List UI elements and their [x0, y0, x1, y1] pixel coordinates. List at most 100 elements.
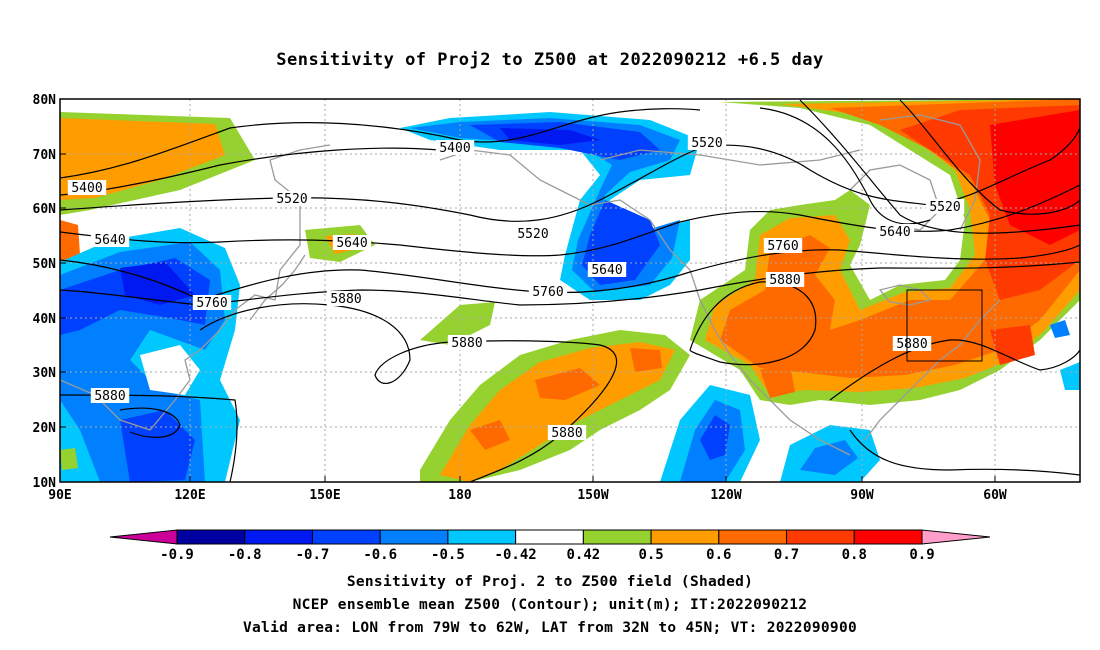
- lat-tick-label: 60N: [33, 202, 57, 217]
- shade-sw-green: [60, 448, 78, 470]
- coast-arctic: [599, 149, 861, 166]
- contour-label: 5520: [691, 136, 722, 151]
- contour-label: 5760: [532, 285, 563, 300]
- contour-label: 5520: [929, 200, 960, 215]
- footer-caption-line2: NCEP ensemble mean Z500 (Contour); unit(…: [292, 597, 808, 613]
- colorbar-segment: [650, 529, 720, 545]
- lon-tick-label: 150E: [309, 488, 340, 503]
- contour-5400-a: [60, 108, 701, 179]
- colorbar-tick-label: -0.5: [431, 547, 465, 563]
- contour-label-bg: [435, 140, 475, 155]
- shade-w-blue3: [120, 262, 195, 305]
- lat-tick-label: 20N: [33, 421, 57, 436]
- contour-5640-a: [60, 184, 1080, 257]
- shaded-sensitivity: [60, 99, 1080, 482]
- shade-w-white: [140, 345, 200, 395]
- colorbar-tick-label: 0.6: [706, 547, 731, 563]
- longitude-axis: 90E 120E 150E 180 150W 120W 90W 60W: [48, 476, 1007, 503]
- lat-tick-label: 80N: [33, 93, 57, 108]
- shade-np-blue3: [500, 128, 600, 145]
- contour-label-bg: [528, 284, 568, 299]
- shade-green-180: [420, 302, 495, 345]
- shade-mex-red: [760, 365, 795, 398]
- colorbar-lower-triangle: [109, 529, 178, 545]
- coast-na-west: [689, 269, 851, 456]
- colorbar-segment: [786, 529, 855, 545]
- contour-label: 5880: [896, 337, 927, 352]
- contour-label: 5640: [591, 263, 622, 278]
- lat-tick-label: 10N: [33, 476, 57, 491]
- map-plot-area: 5400 5400 5520 5520 5520 5520 5640 5640 5640 5640…: [59, 98, 1081, 483]
- colorbar-segment: [311, 529, 381, 545]
- lon-tick-label: 180: [448, 488, 472, 503]
- colorbar: [109, 529, 991, 545]
- contour-label-bg: [332, 235, 372, 250]
- shade-w-lowblue: [120, 410, 195, 482]
- lat-tick-label: 40N: [33, 312, 57, 327]
- colorbar-segment: [582, 529, 652, 545]
- valid-area-box: [906, 289, 983, 362]
- contour-label: 5760: [767, 239, 798, 254]
- contour-label: 5880: [769, 273, 800, 288]
- contour-5400-c: [759, 107, 931, 225]
- lon-tick-label: 120W: [710, 488, 741, 503]
- coast-alaska: [439, 149, 691, 271]
- contour-label-bg: [587, 262, 627, 277]
- contour-5640-b: [799, 99, 1080, 234]
- latitude-axis: 80N 70N 60N 50N 40N 30N 20N 10N: [33, 93, 66, 491]
- colorbar-segment: [718, 529, 788, 545]
- contour-label: 5640: [879, 225, 910, 240]
- contour-5880-d: [829, 339, 1080, 401]
- contour-label: 5400: [439, 141, 470, 156]
- contour-5880-c: [689, 281, 817, 366]
- contour-label-bg: [90, 388, 130, 403]
- shade-se-red: [990, 325, 1035, 365]
- lat-tick-label: 70N: [33, 148, 57, 163]
- colorbar-tick-label: 0.5: [638, 547, 663, 563]
- contour-5880-e: [849, 429, 1080, 476]
- contour-label: 5880: [94, 389, 125, 404]
- map-frame: [59, 98, 1081, 483]
- contour-label-bg: [763, 238, 803, 253]
- colorbar-segment: [244, 529, 313, 545]
- contour-label: 5760: [196, 296, 227, 311]
- colorbar-tick-label: -0.8: [228, 547, 262, 563]
- shade-gulf-blue: [800, 440, 858, 475]
- contour-label-bg: [192, 295, 232, 310]
- footer-caption-line1: Sensitivity of Proj. 2 to Z500 field (Sh…: [346, 574, 754, 590]
- colorbar-segment: [379, 529, 449, 545]
- lat-tick-label: 30N: [33, 366, 57, 381]
- coastlines: [60, 114, 1001, 456]
- colorbar-tick-label: -0.6: [363, 547, 397, 563]
- colorbar-segment: [515, 529, 584, 545]
- coast-greenland: [879, 114, 981, 231]
- contour-label: 5640: [94, 233, 125, 248]
- contour-label: 5520: [276, 192, 307, 207]
- shade-atl-blue: [1050, 320, 1070, 338]
- contour-label-bg: [90, 232, 130, 247]
- colorbar-tick-label: 0.7: [774, 547, 799, 563]
- lon-tick-label: 60W: [983, 488, 1007, 503]
- contour-label: 5880: [451, 336, 482, 351]
- colorbar-segment: [853, 529, 923, 545]
- contour-label: 5880: [330, 292, 361, 307]
- chart-title: Sensitivity of Proj2 to Z500 at 20220902…: [276, 50, 824, 70]
- contour-labels: 5400 5400 5520 5520 5520 5520 5640 5640 5640 5640…: [67, 135, 965, 441]
- coast-asia: [60, 144, 331, 431]
- shade-cp-orange: [440, 342, 675, 482]
- shade-atl-blue2: [1060, 362, 1080, 390]
- contour-label-bg: [765, 272, 805, 287]
- contour-5880-f: [119, 407, 181, 438]
- lat-tick-label: 50N: [33, 257, 57, 272]
- footer-caption-line3: Valid area: LON from 79W to 62W, LAT fro…: [242, 620, 858, 636]
- shade-cp-dark3: [630, 348, 662, 372]
- contour-label-bg: [892, 336, 932, 351]
- contour-label-bg: [67, 180, 107, 195]
- contour-5520-b: [899, 99, 1080, 215]
- contour-label-bg: [513, 226, 553, 241]
- coast-greatlakes: [878, 284, 932, 306]
- lon-tick-label: 120E: [174, 488, 205, 503]
- colorbar-tick-label: 0.9: [909, 547, 934, 563]
- shade-ep-blue2: [700, 415, 730, 460]
